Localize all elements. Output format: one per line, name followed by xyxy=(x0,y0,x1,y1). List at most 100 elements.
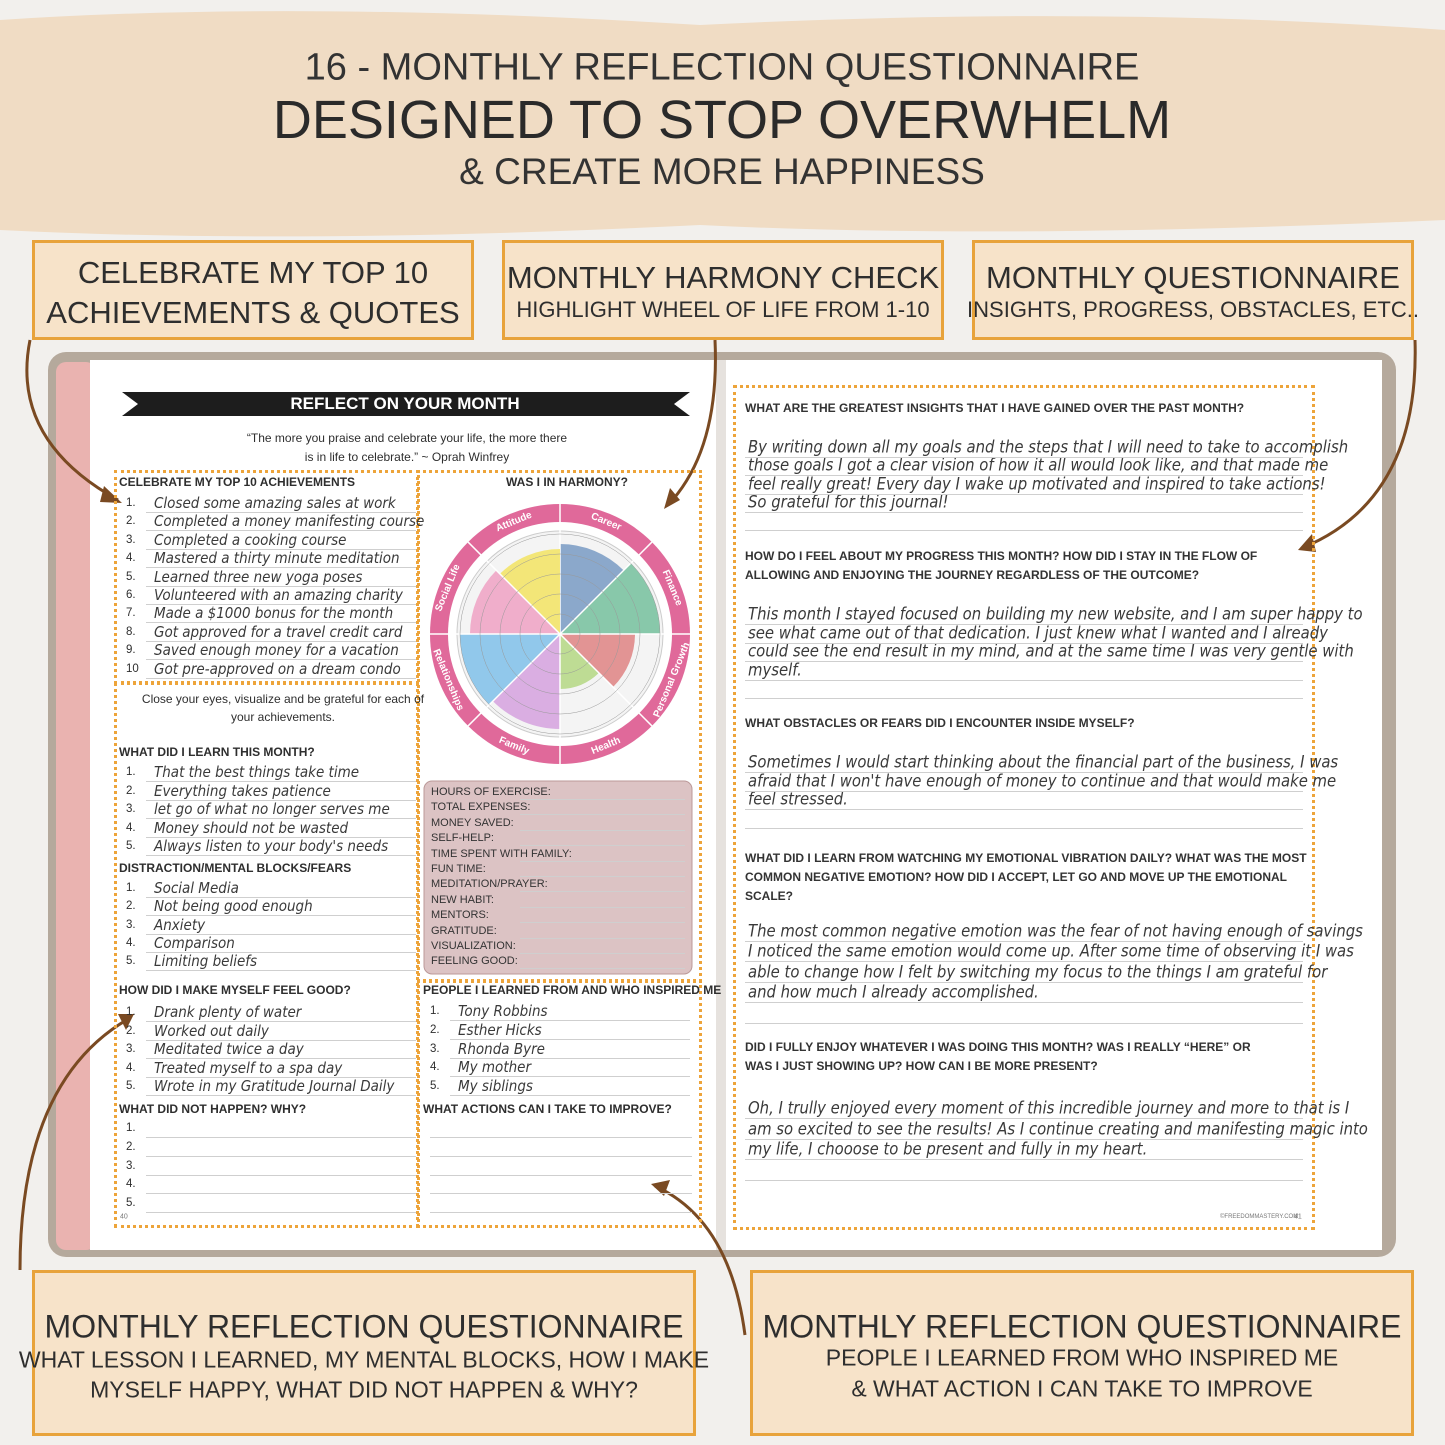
rule-line xyxy=(146,567,416,569)
rule-line xyxy=(450,1038,690,1040)
item-number: 4. xyxy=(126,1178,136,1191)
habit-label: FEELING GOOD: xyxy=(431,955,518,968)
item-text: Comparison xyxy=(154,933,235,952)
rule-line xyxy=(745,772,1303,773)
answer-line: see what came out of that dedication. I … xyxy=(748,623,1328,643)
answer-line: Sometimes I would start thinking about t… xyxy=(748,752,1339,772)
item-text: Mastered a thirty minute meditation xyxy=(154,549,400,568)
header-line: & CREATE MORE HAPPINESS xyxy=(459,151,985,192)
rule-line xyxy=(146,622,416,624)
rule-line xyxy=(146,512,416,513)
callout xyxy=(32,1270,696,1436)
item-text: Wrote in my Gratitude Journal Daily xyxy=(154,1077,395,1095)
wheel-part xyxy=(492,634,560,729)
rule-line xyxy=(430,1193,692,1195)
arrow xyxy=(666,339,717,507)
instruction: Close your eyes, visualize and be gratef… xyxy=(141,692,425,706)
answer-line: The most common negative emotion was the… xyxy=(748,921,1363,941)
wheel-part xyxy=(467,633,561,727)
header-title: DESIGNED TO STOP OVERWHELM xyxy=(272,90,1172,150)
rule-line xyxy=(745,827,1303,829)
item-number: 4. xyxy=(126,1061,136,1074)
item-number: 10 xyxy=(126,662,139,675)
rule-line xyxy=(146,781,416,782)
item-number: 1. xyxy=(126,497,136,509)
item-text: That the best things take time xyxy=(154,763,360,781)
item-number: 3. xyxy=(430,1042,440,1055)
rule-line xyxy=(745,475,1303,477)
arrow xyxy=(654,1184,747,1336)
arrow xyxy=(25,339,119,502)
habit-label: HOURS OF EXERCISE: xyxy=(431,786,551,798)
box xyxy=(733,385,1315,1230)
answer-line: afraid that I won't have enough of money… xyxy=(748,771,1337,790)
rule-line xyxy=(520,906,685,908)
item-number: 2. xyxy=(126,900,136,913)
habit-label: VISUALIZATION: xyxy=(431,940,516,952)
rule-line xyxy=(430,1212,692,1214)
rule-line xyxy=(146,818,416,819)
item-number: 2. xyxy=(126,1024,136,1037)
box xyxy=(417,980,702,1228)
rule-line xyxy=(745,981,1303,983)
callout-subtitle: MYSELF HAPPY, WHAT DID NOT HAPPEN & WHY? xyxy=(90,1376,638,1403)
callout-subtitle: WHAT LESSON I LEARNED, MY MENTAL BLOCKS,… xyxy=(18,1346,710,1373)
rule-line xyxy=(745,1159,1303,1161)
habit-label: MEDITATION/PRAYER: xyxy=(431,878,548,891)
item-number: 9. xyxy=(126,644,136,657)
question: DID I FULLY ENJOY WHATEVER I WAS DOING T… xyxy=(745,1040,1251,1054)
item-number: 7. xyxy=(126,607,136,620)
rule-line xyxy=(520,814,685,816)
callout-title: MONTHLY QUESTIONNAIRE xyxy=(986,260,1400,295)
wheel-part xyxy=(470,570,560,634)
answer-line: So grateful for this journal! xyxy=(748,492,949,512)
rule-line xyxy=(745,679,1303,681)
item-number: 5. xyxy=(126,1197,136,1210)
section-heading: WHAT ACTIONS CAN I TAKE TO IMPROVE? xyxy=(423,1102,672,1116)
rule-line xyxy=(146,530,416,532)
answer-line: feel really great! Every day I wake up m… xyxy=(748,474,1326,494)
wheel-part xyxy=(499,549,560,634)
item-text: Learned three new yoga poses xyxy=(154,567,363,586)
item-text: Drank plenty of water xyxy=(154,1003,302,1021)
rule-line xyxy=(520,876,685,877)
arrowhead xyxy=(664,488,680,509)
banner xyxy=(122,392,690,416)
section-heading: DISTRACTION/MENTAL BLOCKS/FEARS xyxy=(119,861,352,875)
item-number: 3. xyxy=(126,1043,136,1055)
item-number: 1. xyxy=(126,882,136,894)
item-number: 8. xyxy=(126,625,136,638)
rule-line xyxy=(745,1022,1303,1024)
rule-line xyxy=(146,1193,416,1195)
rule-line xyxy=(745,661,1303,663)
rule-line xyxy=(146,933,416,935)
rule-line xyxy=(146,1137,416,1138)
rule-line xyxy=(146,640,416,642)
item-number: 3. xyxy=(126,803,136,815)
rule-line xyxy=(146,1021,416,1022)
habit-label: SELF-HELP: xyxy=(431,832,494,845)
callout xyxy=(502,240,944,340)
rule-line xyxy=(745,790,1303,792)
item-text: Money should not be wasted xyxy=(154,818,349,837)
rule-line xyxy=(520,922,685,924)
callout-subtitle: & WHAT ACTION I CAN TAKE TO IMPROVE xyxy=(851,1375,1313,1402)
wheel-part xyxy=(559,541,653,635)
arrowheads xyxy=(100,486,1316,1196)
item-number: 4. xyxy=(430,1061,440,1074)
rule-line xyxy=(430,1137,692,1138)
item-number: 2. xyxy=(126,1140,136,1153)
answer-line: myself. xyxy=(748,660,802,680)
right-page xyxy=(722,360,1382,1250)
rule-line xyxy=(520,799,685,800)
habit-label: NEW HABIT: xyxy=(431,893,494,906)
question: SCALE? xyxy=(745,889,793,903)
section-heading: HOW DID I MAKE MYSELF FEEL GOOD? xyxy=(119,983,351,997)
rule-line xyxy=(430,1174,692,1176)
callout-subtitle: PEOPLE I LEARNED FROM WHO INSPIRED ME xyxy=(825,1344,1339,1371)
wheel-part xyxy=(560,634,635,688)
item-number: 1. xyxy=(126,1006,136,1018)
wheel xyxy=(430,504,690,764)
rule-line xyxy=(520,860,685,862)
